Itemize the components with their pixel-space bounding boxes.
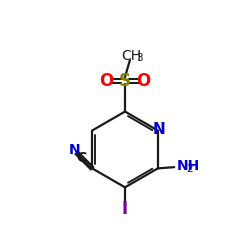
Text: I: I (122, 200, 128, 218)
Text: NH: NH (177, 159, 200, 173)
Text: CH: CH (121, 49, 141, 63)
Text: S: S (119, 72, 131, 90)
Text: C: C (76, 151, 87, 165)
Text: 3: 3 (136, 53, 143, 63)
Text: N: N (68, 143, 80, 157)
Text: O: O (100, 72, 114, 90)
Text: 2: 2 (186, 164, 193, 174)
Text: O: O (136, 72, 150, 90)
Text: N: N (153, 122, 166, 137)
